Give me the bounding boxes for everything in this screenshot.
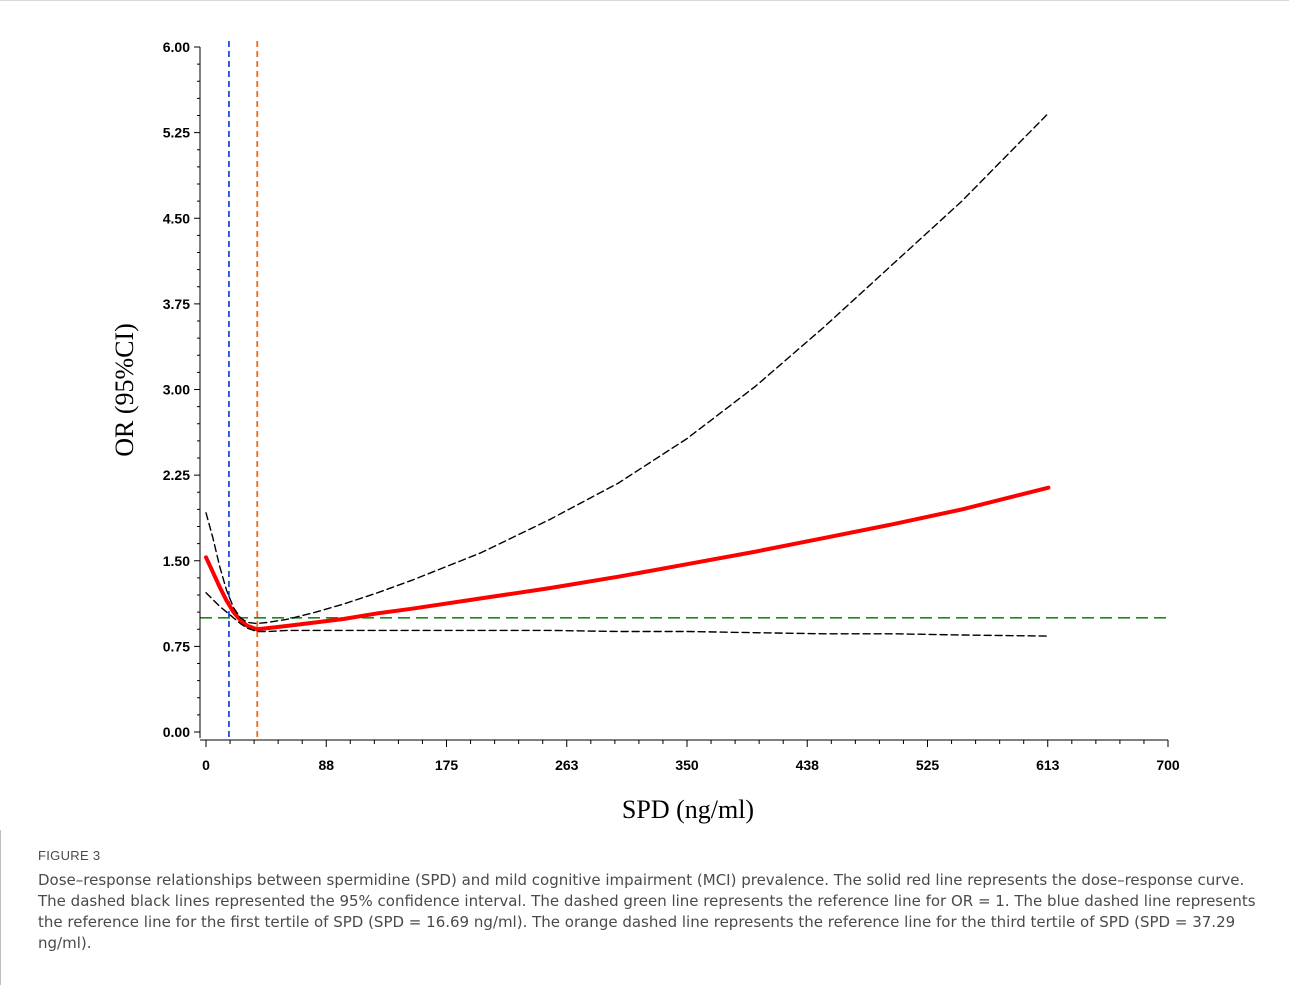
dose-response-chart: 0.00 0.75 1.50 2.25 3.00 3.75 4.50 5.25 6.00 0 88 1… bbox=[110, 39, 1180, 824]
y-tick-label: 0.00 bbox=[163, 724, 190, 740]
y-tick-label: 3.75 bbox=[163, 296, 190, 312]
y-tick-label: 1.50 bbox=[163, 553, 190, 569]
x-tick-label: 350 bbox=[675, 757, 699, 773]
x-tick-label: 88 bbox=[318, 757, 334, 773]
x-tick-label: 263 bbox=[555, 757, 579, 773]
lower-ci-line bbox=[205, 592, 1050, 637]
x-tick-label: 0 bbox=[202, 757, 210, 773]
x-tick-label: 700 bbox=[1156, 757, 1180, 773]
x-tick-label: 525 bbox=[916, 757, 940, 773]
caption-rule bbox=[0, 830, 1, 985]
axes: 0.00 0.75 1.50 2.25 3.00 3.75 4.50 5.25 6.00 0 88 1… bbox=[163, 39, 1180, 773]
y-tick-label: 5.25 bbox=[163, 125, 190, 141]
upper-ci-line bbox=[205, 112, 1050, 625]
x-tick-label: 438 bbox=[796, 757, 820, 773]
y-tick-label: 3.00 bbox=[163, 382, 190, 398]
x-tick-label: 175 bbox=[435, 757, 459, 773]
reference-lines bbox=[200, 41, 1172, 740]
figure-caption: Dose–response relationships between sper… bbox=[38, 871, 1256, 952]
y-tick-label: 0.75 bbox=[163, 638, 190, 654]
series-lines bbox=[204, 112, 1051, 637]
figure-label: FIGURE 3 bbox=[38, 848, 101, 863]
y-tick-label: 4.50 bbox=[163, 210, 190, 226]
y-tick-label: 2.25 bbox=[163, 467, 190, 483]
x-axis-title: SPD (ng/ml) bbox=[622, 795, 754, 824]
y-tick-label: 6.00 bbox=[163, 39, 190, 55]
dose-response-curve bbox=[204, 485, 1051, 632]
x-tick-label: 613 bbox=[1036, 757, 1060, 773]
y-axis-title: OR (95%CI) bbox=[110, 323, 139, 457]
